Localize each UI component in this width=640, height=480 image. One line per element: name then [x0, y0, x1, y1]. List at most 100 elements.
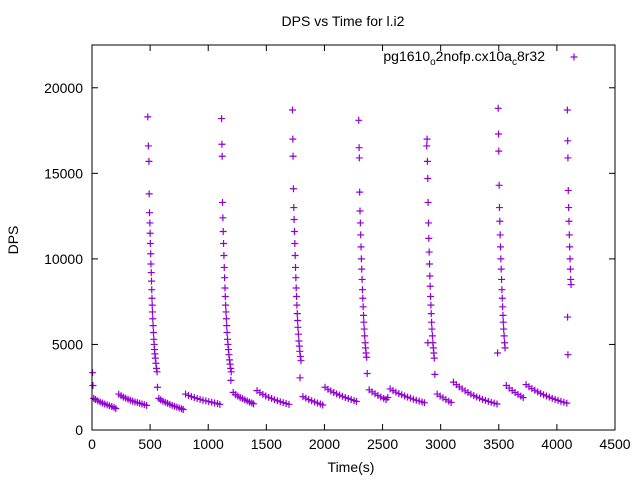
data-point [292, 274, 300, 282]
data-point [499, 303, 507, 311]
data-point [221, 274, 229, 282]
data-point [428, 325, 436, 333]
data-point [221, 284, 229, 292]
data-point [147, 269, 155, 277]
x-axis: 0 500 1000 1500 2000 2500 3000 3500 4000 4500 [88, 45, 631, 452]
data-point [565, 231, 573, 239]
data-point [356, 207, 364, 215]
y-tick-label: 20000 [44, 80, 83, 96]
y-tick-label: 15000 [44, 165, 83, 181]
data-point [89, 369, 97, 377]
data-point [361, 332, 369, 340]
data-point [500, 325, 508, 333]
data-point [564, 313, 572, 321]
data-point [358, 275, 366, 283]
data-point [153, 368, 161, 376]
data-point [289, 135, 297, 143]
data-point [360, 325, 368, 333]
data-point [219, 198, 227, 206]
data-point [288, 106, 296, 114]
legend-label-subscript: c [512, 57, 517, 68]
data-point [220, 251, 228, 259]
data-point [146, 209, 154, 217]
data-point [359, 311, 367, 319]
data-point [427, 310, 435, 318]
data-point [222, 315, 230, 323]
data-point [428, 318, 436, 326]
data-point [218, 152, 226, 160]
data-point [427, 293, 435, 301]
data-point [359, 294, 367, 302]
data-point [146, 229, 154, 237]
data-point [222, 301, 230, 309]
data-point [360, 318, 368, 326]
data-point [564, 351, 572, 359]
data-point [426, 282, 434, 290]
data-point [319, 401, 327, 409]
x-tick-label: 2500 [367, 436, 398, 452]
data-point [146, 239, 154, 247]
data-point [293, 301, 301, 309]
data-point [358, 265, 366, 273]
data-point [145, 190, 153, 198]
data-point [495, 181, 503, 189]
data-point [149, 322, 157, 330]
data-point [565, 217, 573, 225]
data-point [146, 219, 154, 227]
data-point [149, 315, 157, 323]
data-point [179, 405, 187, 413]
data-point [363, 370, 371, 378]
data-point [563, 399, 571, 407]
data-point [356, 219, 364, 227]
data-point [227, 376, 235, 384]
data-point [358, 286, 366, 294]
data-point [289, 152, 297, 160]
data-point [564, 154, 572, 162]
data-point [112, 405, 120, 413]
data-point [290, 204, 298, 212]
data-point [356, 188, 364, 196]
data-point [357, 231, 365, 239]
x-tick-label: 500 [138, 436, 162, 452]
x-tick-label: 4500 [599, 436, 630, 452]
data-point [566, 265, 574, 273]
data-point [219, 228, 227, 236]
data-point [222, 308, 230, 316]
data-point [497, 255, 505, 263]
data-point [290, 216, 298, 224]
data-point [148, 308, 156, 316]
y-axis-label: DPS [5, 226, 21, 255]
plot-frame [91, 44, 616, 431]
x-tick-label: 3000 [425, 436, 456, 452]
x-tick-label: 1500 [251, 436, 282, 452]
data-point [423, 142, 431, 150]
data-point [566, 255, 574, 263]
data-point [497, 243, 505, 251]
data-point [494, 349, 502, 357]
data-point [497, 265, 505, 273]
data-point [294, 330, 302, 338]
data-point [495, 204, 503, 212]
data-point [426, 260, 434, 268]
data-point [428, 332, 436, 340]
data-point [355, 154, 363, 162]
data-point [564, 186, 572, 194]
x-tick-label: 0 [88, 436, 96, 452]
data-point [420, 399, 428, 407]
legend: pg1610o2nofp.cx10ac8r32 [383, 48, 578, 68]
data-point [293, 293, 301, 301]
data-point [357, 243, 365, 251]
data-point [216, 400, 224, 408]
data-point [501, 344, 509, 352]
data-point [291, 251, 299, 259]
data-point [498, 294, 506, 302]
data-point [294, 316, 302, 324]
legend-label-subscript: o [430, 57, 436, 68]
data-point [220, 239, 228, 247]
data-point [427, 301, 435, 309]
data-point [148, 301, 156, 309]
data-point [564, 137, 572, 145]
data-point [424, 174, 432, 182]
data-point [359, 303, 367, 311]
